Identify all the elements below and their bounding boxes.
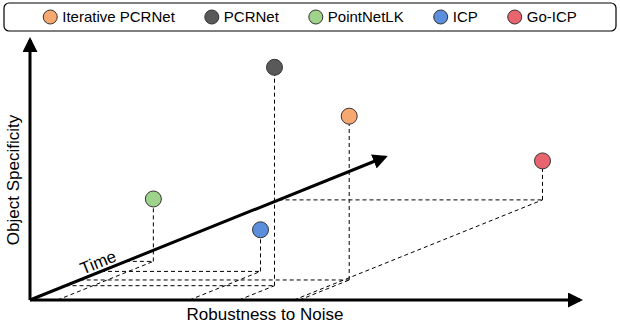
drop-line: [274, 67, 275, 285]
legend-label: Iterative PCRNet: [62, 8, 175, 25]
marks: [58, 59, 551, 300]
robustness-projection: [190, 271, 261, 300]
point: [341, 108, 357, 124]
projection-lines: [58, 67, 543, 300]
point: [145, 191, 161, 207]
time-projection: [101, 271, 261, 272]
legend-label: ICP: [453, 8, 478, 25]
robustness-projection: [294, 200, 543, 300]
legend-swatch: [309, 10, 323, 24]
x-axis-label: Robustness to Noise: [187, 305, 344, 324]
legend-item: PCRNet: [205, 8, 280, 25]
time-projection: [279, 199, 543, 200]
drop-line: [349, 116, 350, 280]
legend-swatch: [205, 10, 219, 24]
legend-item: Go-ICP: [508, 8, 577, 25]
legend-item: ICP: [434, 8, 478, 25]
time-projection: [80, 279, 350, 280]
point: [267, 59, 283, 75]
robustness-projection: [239, 286, 275, 300]
z-axis: [30, 157, 385, 300]
y-axis: [29, 40, 32, 300]
y-axis-label: Object Specificity: [4, 114, 23, 245]
legend-label: PointNetLK: [328, 8, 404, 25]
axes: [30, 40, 580, 300]
z-axis-label: Time: [78, 247, 120, 279]
robustness-projection: [300, 280, 350, 300]
legend-label: PCRNet: [224, 8, 280, 25]
x-axis: [30, 299, 580, 302]
points: [145, 59, 550, 238]
legend-item: PointNetLK: [309, 8, 404, 25]
legend-swatch: [43, 10, 57, 24]
chart: Robustness to Noise Object Specificity Tim…: [0, 0, 620, 326]
legend-swatch: [434, 10, 448, 24]
time-projection: [66, 285, 275, 286]
legend: Iterative PCRNet PCRNet PointNetLK ICP Go-IC…: [4, 3, 616, 31]
point: [253, 222, 269, 238]
legend-box: [4, 3, 616, 31]
legend-label: Go-ICP: [527, 8, 577, 25]
point: [535, 153, 551, 169]
legend-swatch: [508, 10, 522, 24]
legend-item: Iterative PCRNet: [43, 8, 175, 25]
